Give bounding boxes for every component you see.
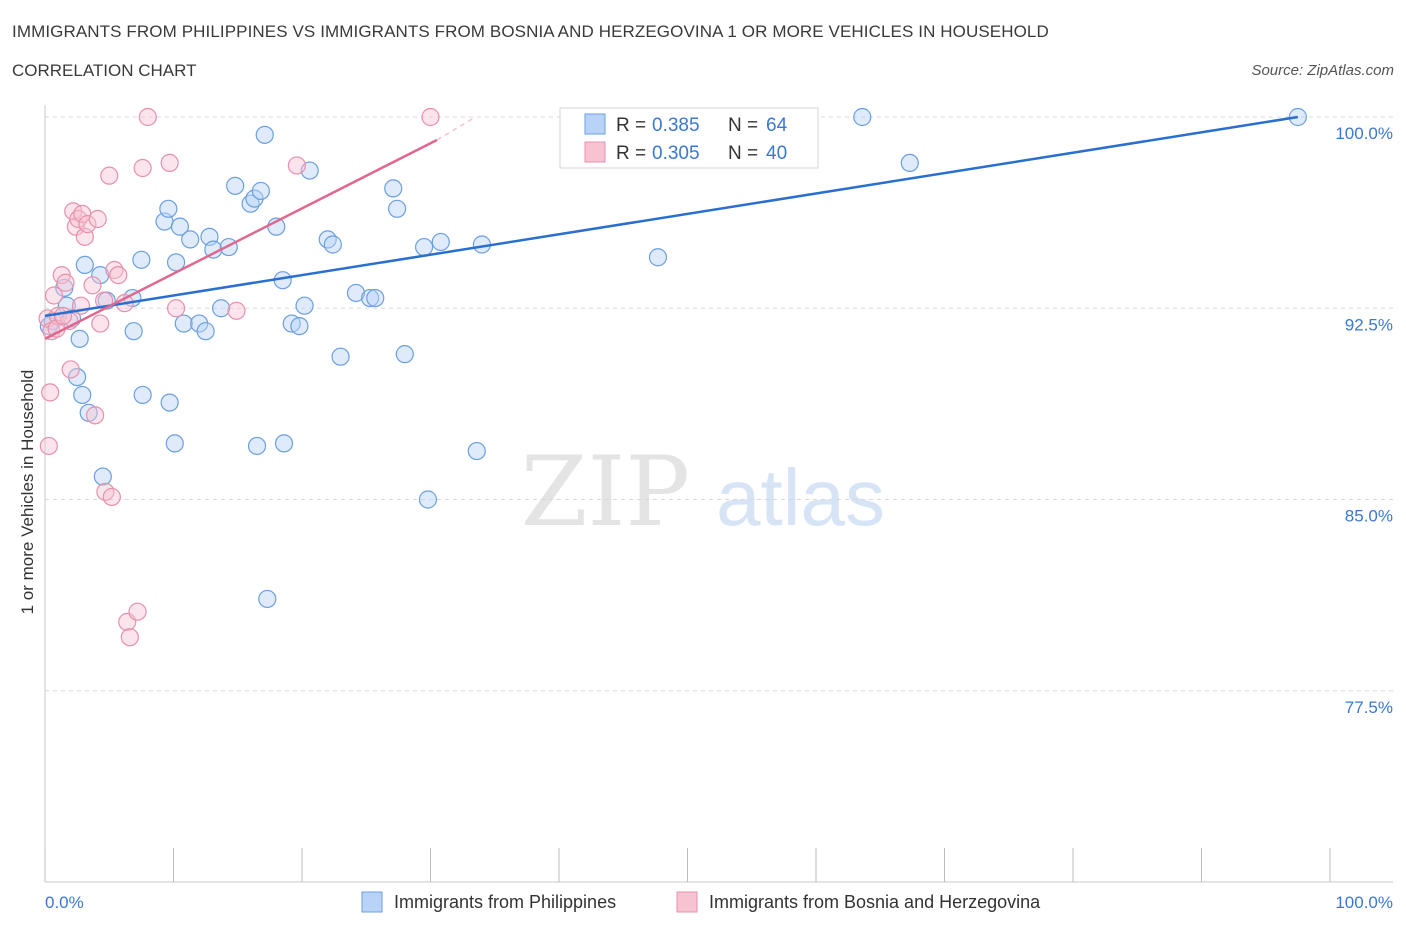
data-point (53, 306, 73, 325)
data-point (648, 248, 668, 267)
chart-title: IMMIGRANTS FROM PHILIPPINES VS IMMIGRANT… (12, 22, 1049, 41)
y-tick-label: 77.5% (1345, 698, 1393, 717)
data-point (159, 199, 178, 218)
data-point (138, 107, 157, 127)
data-point (196, 322, 215, 341)
data-point (75, 255, 94, 274)
data-point (361, 288, 380, 308)
data-point (384, 179, 403, 198)
data-point (39, 436, 58, 456)
data-point (133, 158, 152, 178)
data-point (323, 235, 342, 254)
x-tick-label-min: 0.0% (45, 893, 84, 912)
series-legend-label: Immigrants from Bosnia and Herzegovina (709, 892, 1041, 912)
watermark-atlas: atlas (716, 453, 885, 542)
data-point (274, 434, 294, 453)
data-point (91, 266, 110, 285)
data-point (247, 436, 267, 456)
data-point (41, 383, 60, 402)
legend-n-value: 64 (766, 115, 788, 136)
data-point (170, 217, 190, 236)
series-legend: Immigrants from Philippines Immigrants fr… (361, 891, 1041, 913)
data-point (160, 153, 179, 172)
data-point (226, 176, 245, 195)
legend-r-value: 0.385 (652, 115, 700, 136)
y-tick-label: 92.5% (1345, 315, 1393, 334)
data-point (73, 385, 92, 405)
data-point (109, 266, 128, 285)
data-point (86, 406, 105, 425)
data-point (295, 296, 314, 315)
data-point (174, 314, 193, 333)
trend-line-bosnia (44, 138, 438, 340)
series-legend-label: Immigrants from Philippines (394, 892, 616, 912)
correlation-legend: R = 0.385 N = 64 R = 0.305 N = 40 (559, 107, 819, 169)
data-point (366, 288, 385, 308)
data-point (88, 209, 107, 229)
data-point (128, 602, 147, 621)
legend-n-value: 40 (766, 143, 787, 164)
data-point (467, 441, 486, 461)
data-point (56, 273, 75, 292)
data-point (181, 230, 200, 249)
data-point (102, 487, 121, 507)
data-point (853, 107, 872, 127)
series-bosnia (38, 107, 440, 647)
data-point (287, 156, 306, 175)
data-point (421, 107, 440, 127)
data-point (160, 393, 179, 412)
trend-extension (436, 116, 476, 141)
data-point (418, 490, 438, 509)
data-point (431, 232, 450, 252)
data-point (44, 286, 64, 305)
y-tick-label: 85.0% (1345, 507, 1393, 526)
legend-r-label: R = (616, 115, 646, 136)
trend-line-philippines (44, 115, 1299, 318)
data-point (258, 589, 277, 609)
legend-r-label: R = (616, 143, 646, 164)
legend-n-label: N = (728, 143, 758, 164)
data-point (290, 317, 309, 336)
legend-r-value: 0.305 (652, 143, 700, 164)
data-point (255, 125, 274, 144)
data-point (78, 215, 97, 234)
x-tick-label-max: 100.0% (1335, 893, 1393, 912)
data-point (165, 434, 184, 453)
series-legend-swatch (676, 891, 698, 913)
data-point (83, 276, 102, 295)
data-point (331, 347, 350, 366)
series-legend-swatch (361, 891, 383, 913)
data-point (133, 385, 152, 405)
data-point (70, 329, 89, 348)
y-tick-label: 100.0% (1335, 124, 1393, 143)
data-point (61, 360, 80, 379)
data-point (900, 153, 919, 172)
data-point (395, 345, 414, 364)
data-point (93, 467, 112, 486)
data-point (227, 301, 246, 320)
data-point (387, 199, 407, 218)
data-point (211, 299, 231, 318)
data-point (100, 166, 119, 185)
data-point (414, 237, 434, 257)
legend-swatch (584, 113, 606, 135)
chart-subtitle: CORRELATION CHART (12, 61, 197, 80)
data-point (166, 299, 186, 318)
data-point (166, 253, 186, 272)
data-point (346, 283, 366, 303)
data-point (219, 237, 238, 257)
legend-n-label: N = (728, 115, 758, 136)
data-point (132, 250, 151, 269)
data-point (120, 628, 139, 647)
watermark-zip: ZIP (521, 436, 690, 548)
series-philippines (39, 107, 1307, 609)
data-point (251, 181, 270, 201)
data-point (124, 322, 143, 341)
data-point (318, 230, 337, 249)
source-label: Source: ZipAtlas.com (1251, 62, 1394, 79)
data-point (91, 314, 110, 333)
legend-swatch (584, 141, 606, 163)
